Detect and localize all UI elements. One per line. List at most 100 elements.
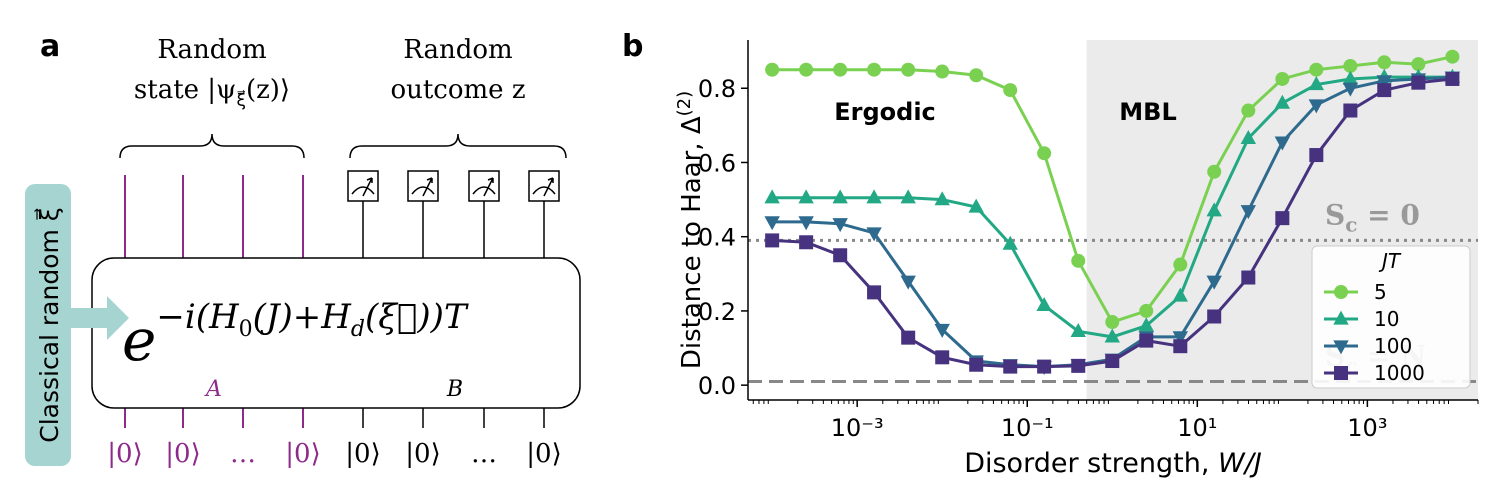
legend-marker xyxy=(1333,310,1349,325)
legend-label: 5 xyxy=(1374,280,1387,304)
brace-label: Random xyxy=(157,35,266,65)
data-point xyxy=(900,275,916,290)
meter xyxy=(528,170,560,202)
data-point xyxy=(765,233,780,248)
ket: |0⟩ xyxy=(345,439,380,469)
unitary-box xyxy=(91,257,581,409)
x-axis-label: Disorder strength, W/J xyxy=(964,448,1262,479)
data-point xyxy=(764,189,780,204)
data-point xyxy=(1037,359,1052,374)
panel-label: a xyxy=(40,29,60,64)
data-point xyxy=(1274,136,1291,151)
region-label: Ergodic xyxy=(834,98,936,126)
data-point xyxy=(1309,148,1324,163)
y-tick-label: 0.4 xyxy=(698,224,736,252)
y-tick-label: 0.8 xyxy=(698,75,736,103)
legend-label: 1000 xyxy=(1374,361,1425,385)
data-point xyxy=(1445,49,1460,64)
data-point xyxy=(1173,257,1188,272)
x-tick-label: 10⁻¹ xyxy=(1001,414,1054,442)
data-point xyxy=(901,62,916,77)
data-point xyxy=(1037,146,1052,161)
meter xyxy=(407,170,439,202)
data-point xyxy=(1411,75,1426,90)
qubit-lines-b xyxy=(347,170,560,428)
data-point xyxy=(1206,202,1222,217)
x-tick-label: 10¹ xyxy=(1177,414,1217,442)
text: e xyxy=(122,306,156,374)
qubit-lines-a xyxy=(124,175,304,428)
data-point xyxy=(799,62,814,77)
data-point xyxy=(1240,205,1257,220)
text: (2) xyxy=(674,91,695,117)
data-point xyxy=(1139,303,1154,318)
brace-label: state |ψξ⃗(z)⟩ xyxy=(134,75,290,111)
data-point xyxy=(832,218,848,233)
data-point xyxy=(866,227,882,242)
data-point xyxy=(866,189,882,204)
data-point xyxy=(1275,71,1290,86)
text: (z)⟩ xyxy=(246,75,290,105)
data-point xyxy=(1377,55,1392,70)
data-point xyxy=(1036,296,1052,311)
data-point xyxy=(799,235,814,250)
data-point xyxy=(1139,333,1154,348)
data-point xyxy=(1003,83,1018,98)
data-point xyxy=(1207,164,1222,179)
data-point xyxy=(1071,253,1086,268)
data-point xyxy=(1105,315,1120,330)
panel-a: a Random state |ψξ⃗(z)⟩ Random outcome z… xyxy=(25,29,581,469)
legend-label: 10 xyxy=(1374,307,1399,331)
data-point xyxy=(1172,331,1189,346)
region-label: A xyxy=(204,377,222,402)
data-point xyxy=(1138,317,1154,332)
data-point xyxy=(1105,354,1120,369)
brace xyxy=(349,133,567,159)
ket: … xyxy=(230,439,256,469)
data-point xyxy=(1309,62,1324,77)
region-label: MBL xyxy=(1119,98,1176,126)
data-point xyxy=(833,248,848,263)
legend-box xyxy=(1311,245,1471,389)
legend-marker xyxy=(1334,285,1348,299)
data-point xyxy=(832,189,848,204)
text: −i(H0(J)+Hd(ξ⃗))T xyxy=(156,297,469,342)
data-point xyxy=(1003,359,1018,374)
data-point xyxy=(1002,235,1018,250)
text: S xyxy=(1325,198,1345,231)
data-point xyxy=(900,189,916,204)
data-point xyxy=(1411,57,1426,72)
y-axis-label: Distance to Haar, Δ(2) xyxy=(674,91,707,369)
legend-title: JT xyxy=(1378,249,1402,273)
data-point xyxy=(1172,287,1189,302)
ket: … xyxy=(471,439,497,469)
legend-marker xyxy=(1333,340,1349,355)
data-point xyxy=(901,330,916,345)
data-point xyxy=(1376,75,1392,90)
text: −i(H xyxy=(156,297,240,337)
data-point xyxy=(867,62,882,77)
data-point xyxy=(1070,322,1086,337)
kets: |0⟩ |0⟩ … |0⟩ |0⟩ |0⟩ … |0⟩ xyxy=(107,439,561,469)
brace-label: Random xyxy=(403,35,512,65)
x-tick-label: 10⁻³ xyxy=(831,414,884,442)
data-point xyxy=(798,189,814,204)
x-tick-label: 10³ xyxy=(1347,414,1387,442)
data-point xyxy=(765,62,780,77)
text: ξ⃗ xyxy=(236,90,245,111)
ket: |0⟩ xyxy=(165,439,200,469)
y-tick-label: 0.0 xyxy=(698,372,736,400)
ket: |0⟩ xyxy=(285,439,320,469)
side-box xyxy=(25,184,71,466)
data-point xyxy=(1173,339,1188,354)
text: (ξ⃗))T xyxy=(365,297,469,337)
y-tick-label: 0.6 xyxy=(698,149,736,177)
brace-label: outcome z xyxy=(390,75,525,105)
ket: |0⟩ xyxy=(107,439,142,469)
text: = 0 xyxy=(1357,198,1419,231)
data-point xyxy=(1342,82,1359,97)
meter xyxy=(347,170,379,202)
data-point xyxy=(1241,270,1256,285)
data-point xyxy=(1343,103,1358,118)
